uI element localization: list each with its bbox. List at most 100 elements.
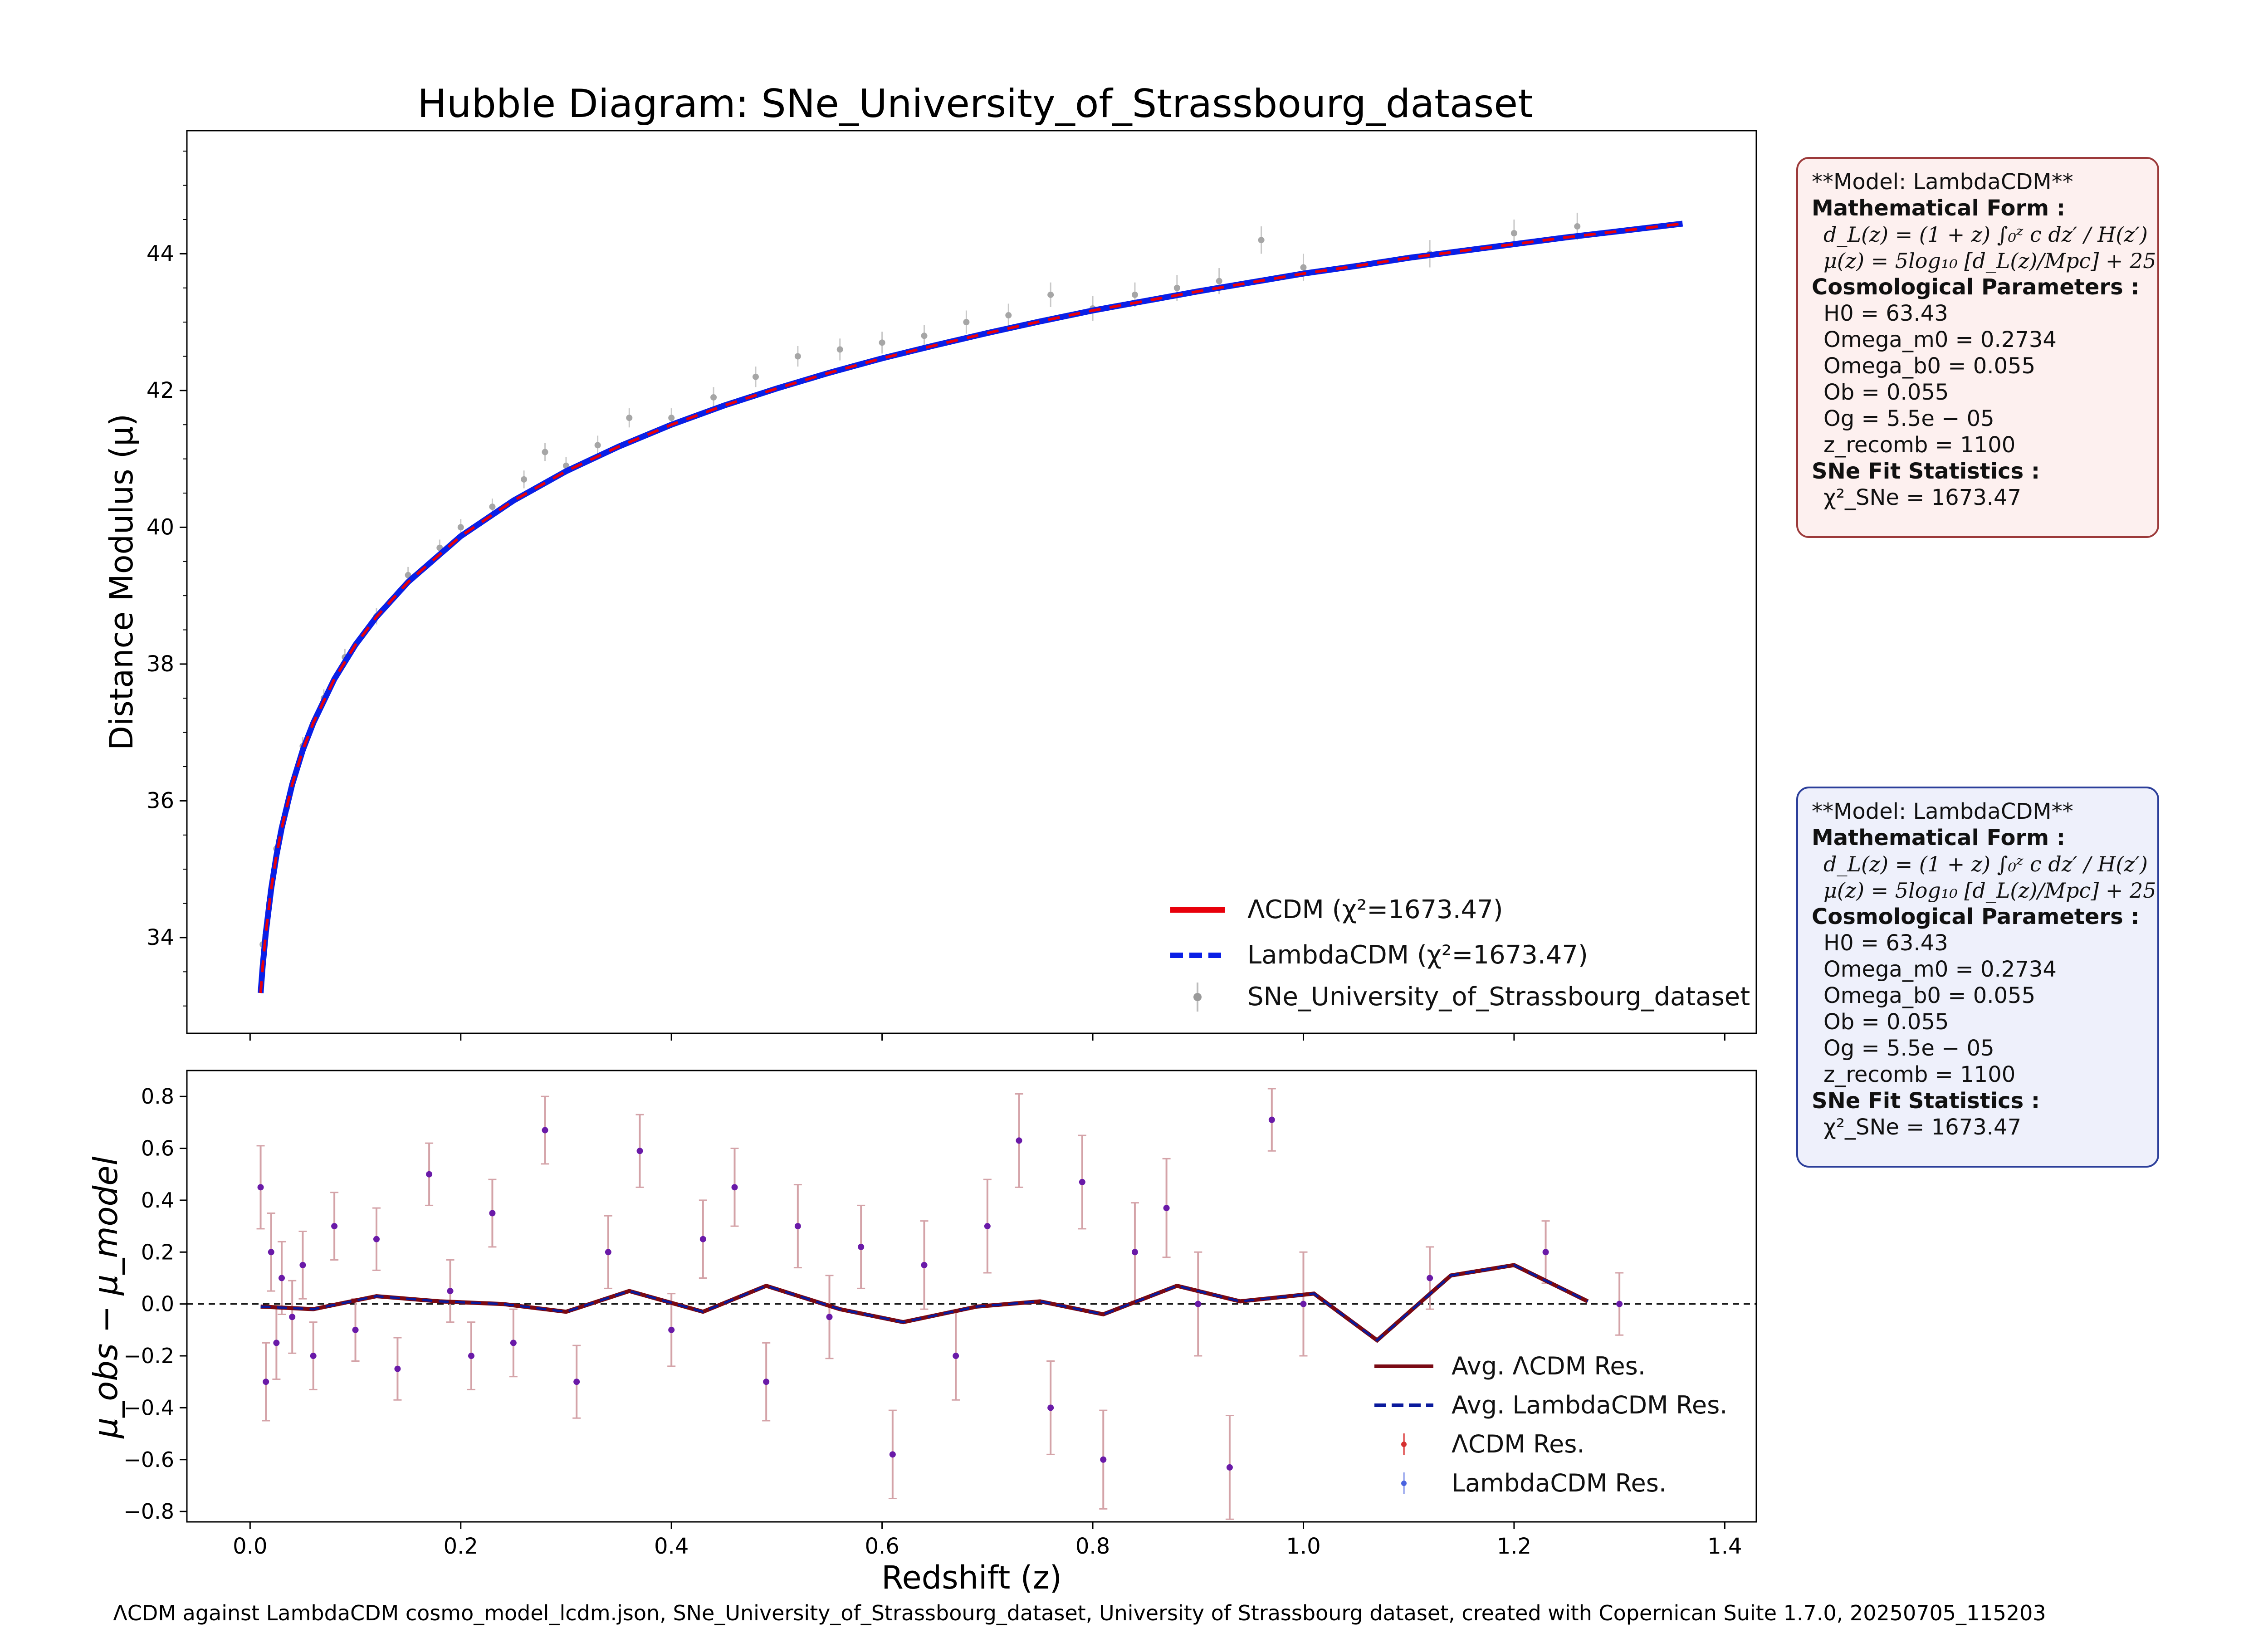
residual-point — [352, 1326, 359, 1333]
residual-point — [826, 1314, 833, 1320]
legend-lcdm-label: ΛCDM (χ²=1673.47) — [1247, 895, 1503, 924]
model-name: **Model: LambdaCDM** — [1812, 799, 2073, 824]
legend-lcdm-res-point-swatch — [1401, 1442, 1407, 1447]
data-point — [594, 442, 601, 449]
residual-point — [273, 1340, 280, 1346]
chi2-value: χ²_SNe = 1673.47 — [1823, 485, 2022, 510]
data-point — [921, 332, 928, 339]
legend-alt-label: LambdaCDM (χ²=1673.47) — [1247, 940, 1588, 970]
legend-alt-res-point-swatch — [1401, 1481, 1407, 1486]
residual-point — [1079, 1178, 1085, 1185]
data-point — [1047, 291, 1054, 298]
lcdm-model-curve — [259, 222, 1683, 993]
data-point — [1173, 284, 1180, 291]
lower-y-tick-label: −0.4 — [123, 1395, 174, 1420]
param-omega-m0: Omega_m0 = 0.2734 — [1823, 327, 2057, 352]
lower-y-tick-label: 0.8 — [141, 1084, 174, 1109]
data-point — [542, 449, 548, 455]
param-og: Og = 5.5e − 05 — [1823, 406, 1994, 431]
param-h0: H0 = 63.43 — [1823, 930, 1948, 956]
luminosity-distance-equation: d_L(z) = (1 + z) ∫₀ᶻ c dz′ / H(z′) — [1823, 852, 2148, 876]
data-point — [1131, 291, 1138, 298]
fit-stats-header: SNe Fit Statistics : — [1812, 1088, 2040, 1114]
x-tick-label: 0.6 — [865, 1534, 899, 1559]
distance-modulus-equation: μ(z) = 5log₁₀ [d_L(z)/Mpc] + 25 — [1823, 249, 2156, 273]
param-omega-m0: Omega_m0 = 0.2734 — [1823, 957, 2057, 982]
upper-y-tick-label: 38 — [147, 651, 174, 677]
x-tick-label: 1.0 — [1286, 1534, 1320, 1559]
math-form-header: Mathematical Form : — [1812, 825, 2066, 851]
legend-data-point-swatch — [1193, 993, 1202, 1001]
lower-y-axis-label: μ_obs − μ_model — [87, 1156, 125, 1438]
residual-point — [1226, 1464, 1233, 1471]
residual-point — [426, 1171, 433, 1178]
lower-y-tick-label: 0.6 — [141, 1136, 174, 1161]
data-point — [879, 339, 885, 346]
residual-point — [394, 1365, 401, 1372]
param-ob: Ob = 0.055 — [1823, 380, 1949, 405]
residual-point — [263, 1379, 269, 1385]
x-tick-label: 0.0 — [233, 1534, 267, 1559]
data-point — [794, 353, 801, 360]
residual-point — [447, 1288, 454, 1295]
data-point — [1510, 230, 1517, 237]
residual-point — [636, 1148, 643, 1154]
avg-lambdacdm-residual-line — [260, 1264, 1589, 1342]
residual-point — [468, 1353, 474, 1359]
residual-point — [1016, 1137, 1022, 1144]
residual-point — [573, 1379, 580, 1385]
params-header: Cosmological Parameters : — [1812, 904, 2140, 929]
residual-point — [1542, 1249, 1549, 1256]
data-point — [521, 476, 528, 483]
chart-title: Hubble Diagram: SNe_University_of_Strass… — [417, 81, 1533, 127]
upper-chart: 34 36 38 40 42 44 — [147, 151, 1725, 1041]
residual-point — [763, 1379, 770, 1385]
residual-point — [289, 1314, 296, 1320]
lower-y-tick-label: 0.2 — [141, 1240, 174, 1264]
param-omega-b0: Omega_b0 = 0.055 — [1823, 983, 2036, 1008]
lower-y-tick-label: −0.8 — [123, 1499, 174, 1524]
data-point — [752, 373, 759, 380]
luminosity-distance-equation: d_L(z) = (1 + z) ∫₀ᶻ c dz′ / H(z′) — [1823, 222, 2148, 247]
legend-avg-alt-label: Avg. LambdaCDM Res. — [1452, 1391, 1727, 1419]
fit-stats-header: SNe Fit Statistics : — [1812, 459, 2040, 484]
data-point — [1574, 223, 1581, 230]
x-tick-label: 0.2 — [444, 1534, 478, 1559]
residual-point — [373, 1236, 380, 1242]
lower-y-tick-label: −0.2 — [123, 1344, 174, 1368]
x-tick-label: 1.2 — [1497, 1534, 1531, 1559]
model-info-box-bottom: **Model: LambdaCDM** Mathematical Form :… — [1796, 787, 2159, 1168]
residual-point — [1195, 1301, 1202, 1307]
residual-point — [299, 1261, 306, 1268]
chi2-value: χ²_SNe = 1673.47 — [1823, 1115, 2022, 1140]
residual-point — [984, 1223, 991, 1230]
data-point — [710, 394, 717, 401]
param-h0: H0 = 63.43 — [1823, 301, 1948, 326]
param-z-recomb: z_recomb = 1100 — [1823, 432, 2016, 458]
upper-y-tick-label: 36 — [147, 788, 174, 813]
data-point — [1216, 278, 1222, 284]
data-point — [836, 346, 843, 353]
upper-y-tick-label: 34 — [147, 925, 174, 950]
residual-point — [1427, 1275, 1433, 1281]
residual-point — [858, 1243, 865, 1250]
x-axis-label: Redshift (z) — [881, 1559, 1062, 1596]
model-name: **Model: LambdaCDM** — [1812, 169, 2073, 195]
residual-point — [331, 1223, 338, 1230]
residual-point — [278, 1275, 285, 1281]
upper-plot-frame — [186, 130, 1757, 1034]
x-tick-label: 1.4 — [1707, 1534, 1742, 1559]
data-point — [1258, 237, 1265, 244]
residual-point — [1047, 1404, 1054, 1411]
math-form-header: Mathematical Form : — [1812, 196, 2066, 221]
residual-point — [542, 1127, 548, 1134]
residual-point — [889, 1451, 896, 1458]
residual-point — [1100, 1456, 1107, 1463]
residual-point — [1268, 1116, 1275, 1123]
legend-data-label: SNe_University_of_Strassbourg_dataset — [1247, 982, 1750, 1012]
data-point — [489, 504, 496, 510]
lower-plot-frame — [186, 1070, 1757, 1523]
data-point — [457, 524, 464, 531]
distance-modulus-equation: μ(z) = 5log₁₀ [d_L(z)/Mpc] + 25 — [1823, 878, 2156, 903]
